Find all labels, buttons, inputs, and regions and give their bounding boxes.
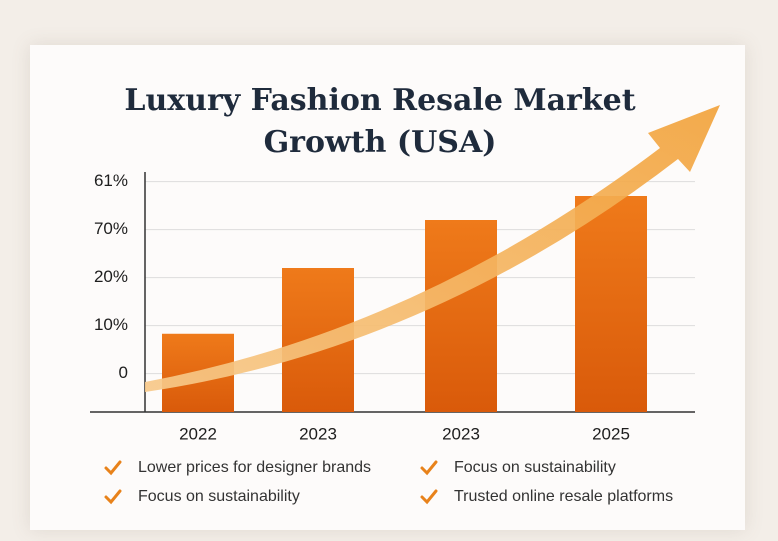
x-tick-label: 2025: [592, 424, 630, 443]
y-tick-label: 0: [119, 363, 128, 382]
y-tick-label: 10%: [94, 315, 128, 334]
x-tick-label: 2023: [442, 424, 480, 443]
check-icon: [420, 460, 438, 476]
x-tick-label: 2022: [179, 424, 217, 443]
bar: [425, 220, 497, 412]
growth-arrow: [145, 105, 720, 392]
bullet-text: Lower prices for designer brands: [138, 459, 371, 476]
x-tick-label: 2023: [299, 424, 337, 443]
chart-title: Luxury Fashion Resale Market Growth (USA…: [124, 83, 636, 160]
check-icon: [104, 489, 122, 505]
check-icon: [420, 489, 438, 505]
bullet-text: Focus on sustainability: [454, 459, 616, 476]
bullet-text: Trusted online resale platforms: [454, 488, 673, 505]
bullet-text: Focus on sustainability: [138, 488, 300, 505]
bar: [575, 196, 647, 412]
check-icon: [104, 460, 122, 476]
y-tick-label: 70%: [94, 219, 128, 238]
y-tick-label: 20%: [94, 267, 128, 286]
y-tick-label: 61%: [94, 171, 128, 190]
